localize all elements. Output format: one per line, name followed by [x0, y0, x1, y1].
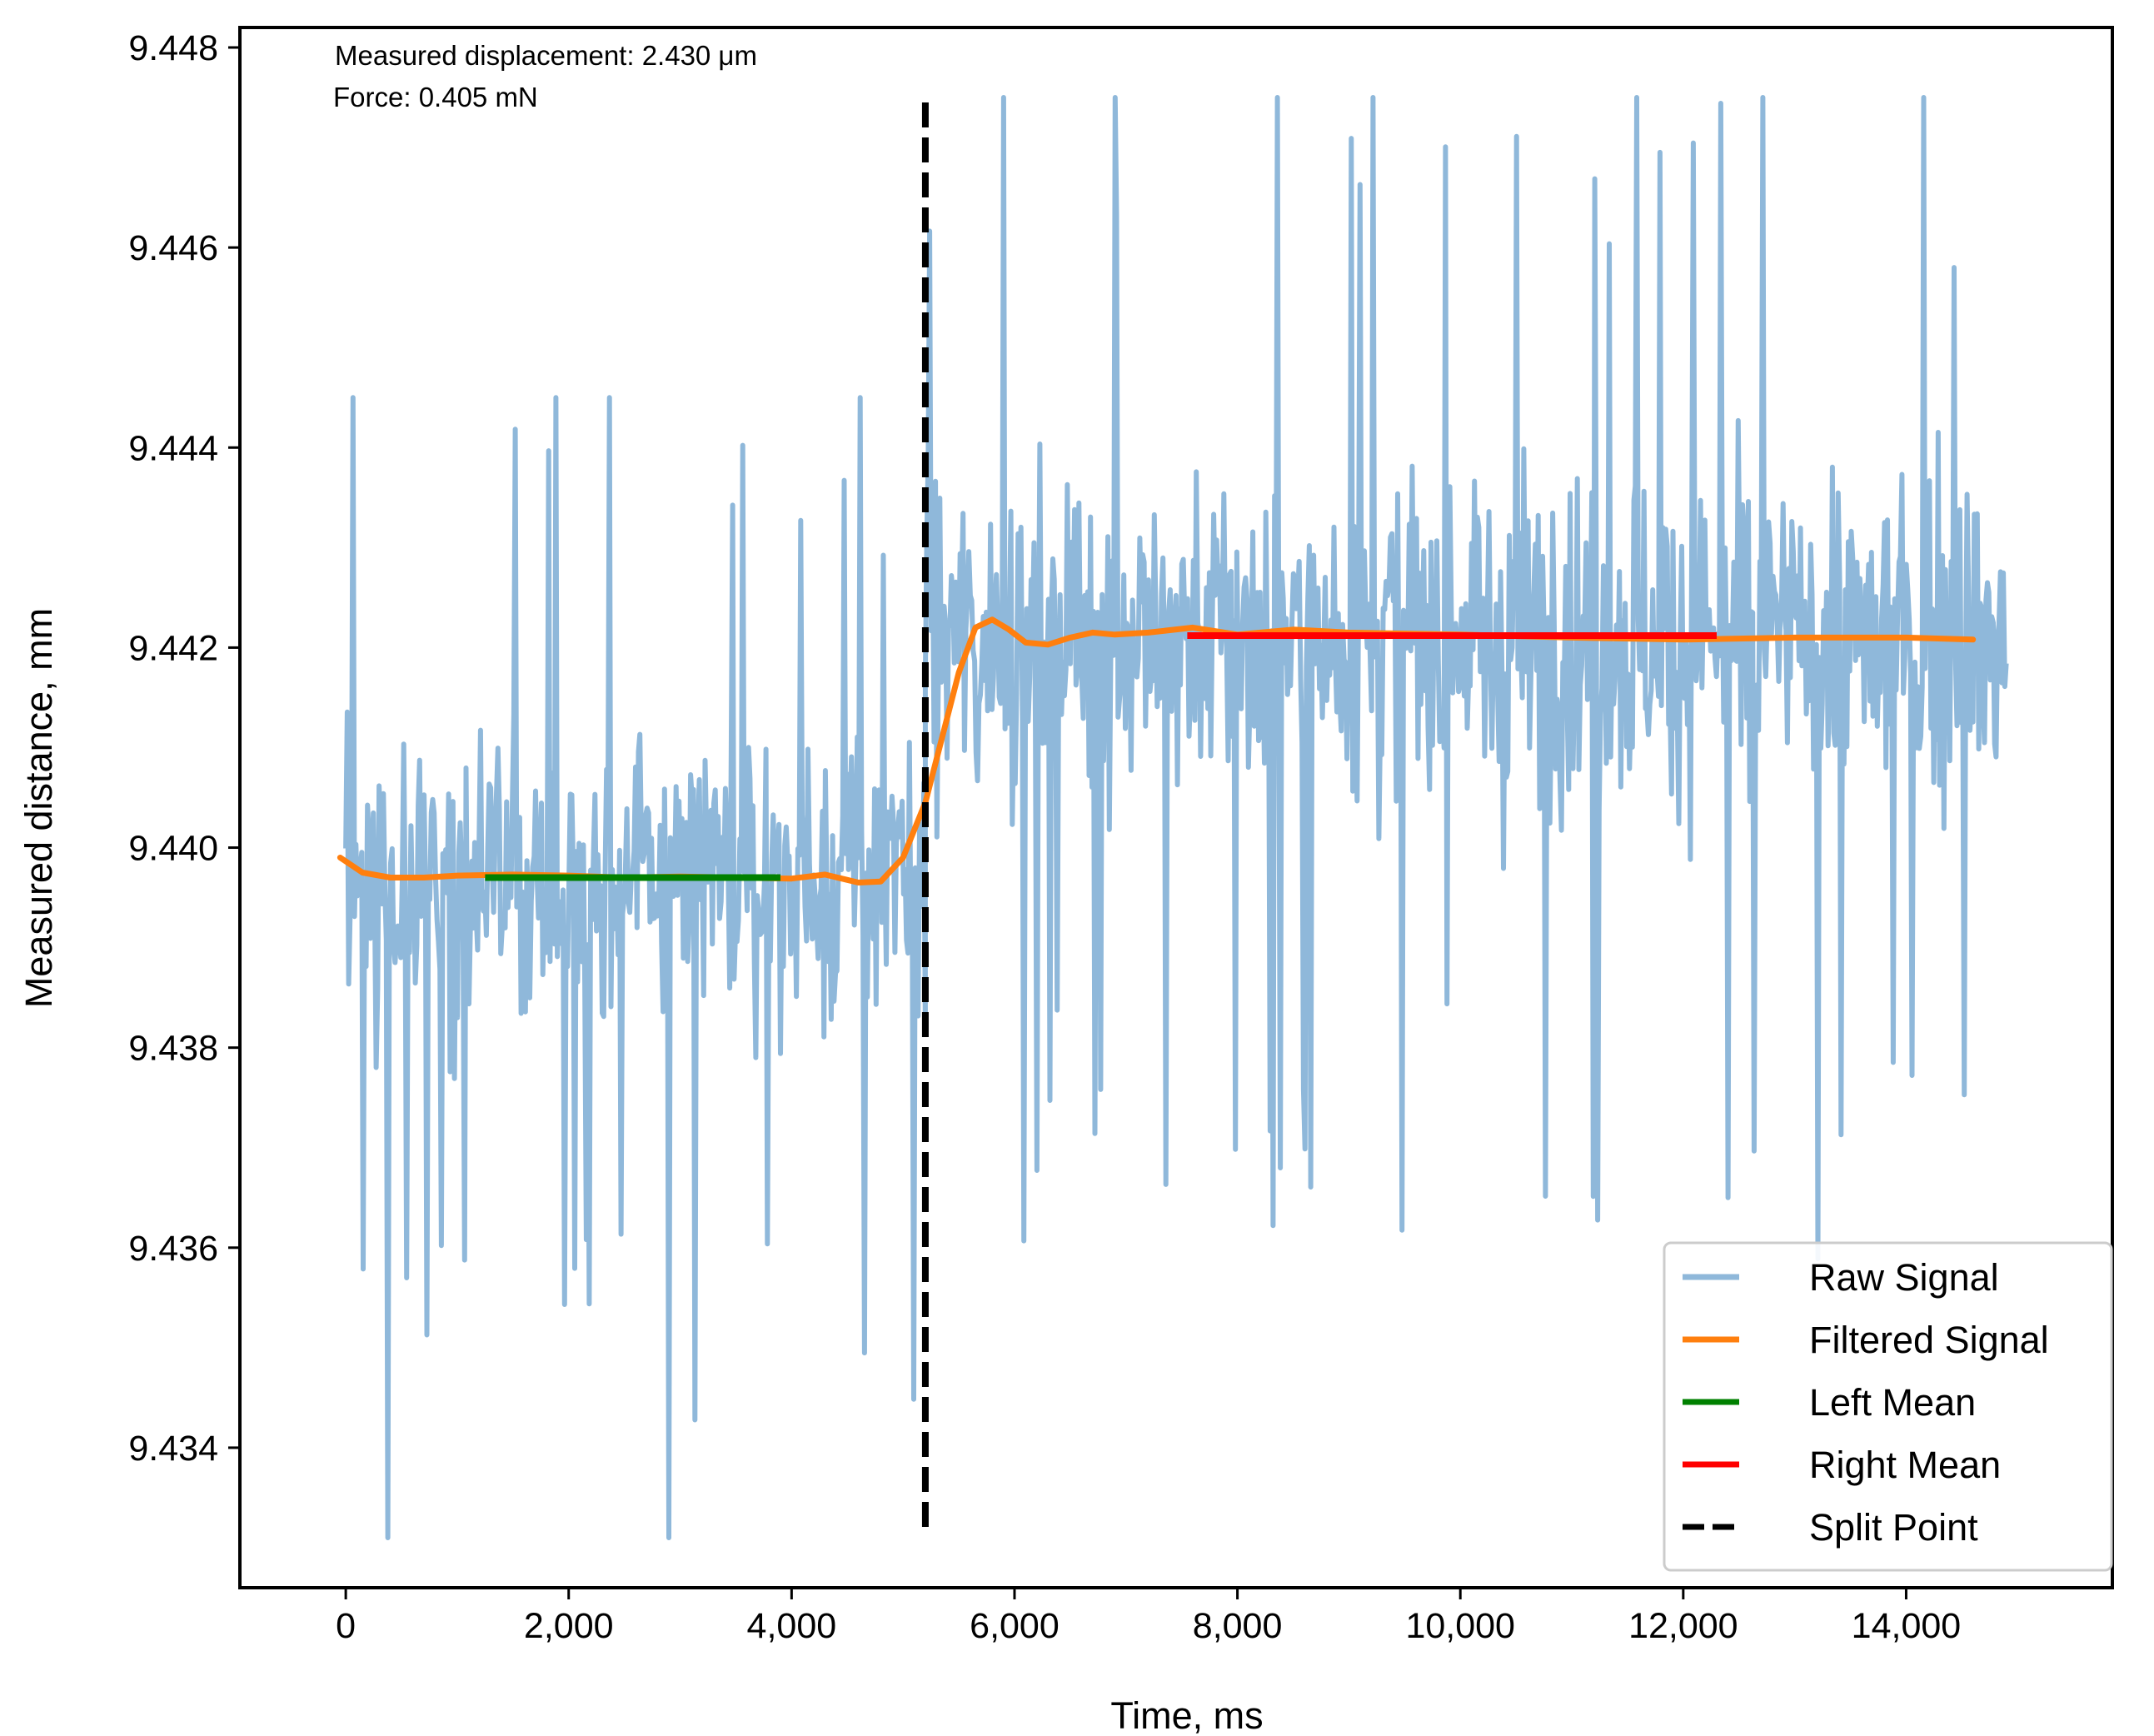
x-tick-label: 8,000: [1193, 1606, 1283, 1646]
legend-label: Filtered Signal: [1809, 1319, 2049, 1361]
y-tick-label: 9.434: [128, 1429, 218, 1469]
y-axis: 9.434 9.436 9.438 9.440 9.442 9.444 9.446 9.448: [128, 28, 240, 1469]
axes-frame: [238, 26, 2114, 1589]
x-tick-label: 2,000: [524, 1606, 614, 1646]
series-raw-signal: [343, 95, 2009, 1540]
annotation-force: Force: 0.405 mN: [333, 82, 538, 112]
y-axis-label: Measured distance, mm: [17, 608, 60, 1008]
plot-area: [337, 95, 2009, 1540]
x-tick-label: 4,000: [747, 1606, 837, 1646]
x-axis-label: Time, ms: [1110, 1694, 1263, 1736]
x-tick-label: 6,000: [970, 1606, 1060, 1646]
y-tick-label: 9.438: [128, 1029, 218, 1069]
y-tick-label: 9.440: [128, 829, 218, 869]
y-tick-label: 9.444: [128, 428, 218, 468]
x-axis: 0 2,000 4,000 6,000 8,000 10,000 12,000 14,000: [336, 1588, 1961, 1646]
y-tick-label: 9.436: [128, 1229, 218, 1269]
x-tick-label: 10,000: [1405, 1606, 1515, 1646]
y-tick-label: 9.446: [128, 228, 218, 268]
legend-label: Split Point: [1809, 1506, 1978, 1549]
x-tick-label: 12,000: [1628, 1606, 1738, 1646]
legend-label: Left Mean: [1809, 1381, 1976, 1424]
y-tick-label: 9.442: [128, 628, 218, 668]
annotation-displacement: Measured displacement: 2.430 μm: [335, 40, 757, 71]
x-tick-label: 14,000: [1852, 1606, 1962, 1646]
legend-box: [1663, 1241, 2113, 1572]
y-tick-label: 9.448: [128, 28, 218, 68]
legend-label: Raw Signal: [1809, 1256, 1999, 1299]
legend: Raw Signal Filtered Signal Left Mean Right …: [1663, 1241, 2113, 1572]
x-tick-label: 0: [336, 1606, 356, 1646]
legend-label: Right Mean: [1809, 1444, 2001, 1486]
